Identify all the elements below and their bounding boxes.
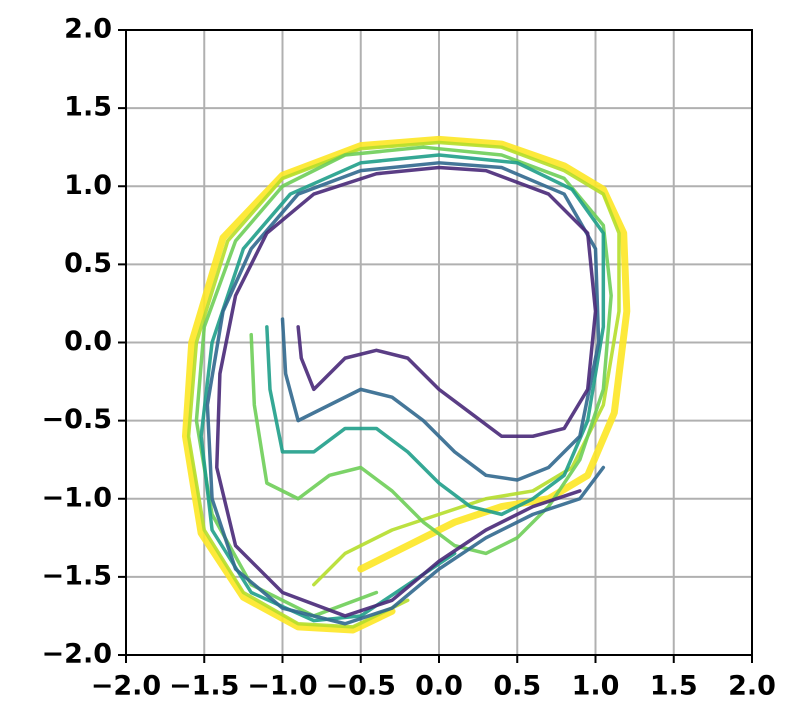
x-tick-label: 0.0 <box>415 671 463 702</box>
x-tick-label: −2.0 <box>91 671 161 702</box>
y-tick-label: −2.0 <box>42 639 112 670</box>
x-tick-label: −1.0 <box>247 671 317 702</box>
x-tick-label: 0.5 <box>493 671 541 702</box>
y-tick-label: 1.0 <box>64 170 112 201</box>
trajectory <box>199 153 606 623</box>
x-tick-label: 2.0 <box>728 671 776 702</box>
y-tick-label: −1.5 <box>42 560 112 591</box>
trajectory <box>215 165 598 618</box>
y-tick-label: 0.0 <box>64 326 112 357</box>
y-tick-label: 1.5 <box>64 92 112 123</box>
trajectory <box>186 140 621 629</box>
y-tick-label: 2.0 <box>64 14 112 45</box>
trajectory <box>181 135 631 634</box>
trajectory <box>205 161 606 626</box>
x-tick-label: 1.5 <box>650 671 698 702</box>
x-tick-label: 1.0 <box>572 671 620 702</box>
plot-frame <box>125 29 753 656</box>
y-tick-label: 0.5 <box>64 248 112 279</box>
trajectory <box>194 145 613 618</box>
y-tick-label: −1.0 <box>42 482 112 513</box>
x-tick-label: −0.5 <box>326 671 396 702</box>
y-tick-label: −0.5 <box>42 404 112 435</box>
x-tick-label: −1.5 <box>169 671 239 702</box>
